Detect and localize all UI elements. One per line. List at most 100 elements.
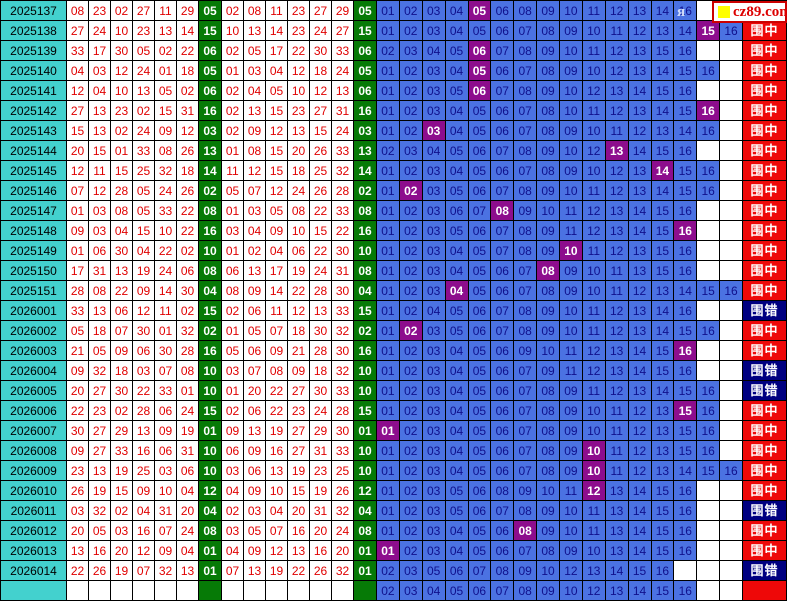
blue-ball-cell: 15 — [199, 401, 222, 421]
sorted-number-cell: 19 — [288, 261, 310, 281]
drawn-number-cell: 22 — [177, 201, 199, 221]
pick-cell: 08 — [514, 181, 538, 201]
pick-cell: 03 — [422, 461, 446, 481]
blue-ball-repeat-cell: 10 — [354, 381, 377, 401]
status-cell: 围中 — [743, 281, 787, 301]
drawn-number-cell: 27 — [89, 441, 111, 461]
pick-cell: 01 — [377, 321, 400, 341]
sorted-number-cell: 33 — [332, 141, 354, 161]
pick-cell: 15 — [651, 81, 675, 101]
pick-cell: 16 — [674, 481, 698, 501]
pick-cell: 06 — [491, 21, 515, 41]
pick-cell: 11 — [582, 101, 606, 121]
pick-cell: 06 — [491, 381, 515, 401]
pick-cell: 08 — [537, 161, 560, 181]
sorted-number-cell: 03 — [222, 361, 244, 381]
table-row: 2026008 09 27 33 16 06 31 10 06 09 16 27 31 33 10 01 02 0… — [1, 441, 787, 461]
pick-cell: 09 — [514, 341, 538, 361]
pick-cell: 11 — [560, 361, 583, 381]
period-cell: 2025144 — [1, 141, 67, 161]
pick-cell: 14 — [628, 361, 652, 381]
table-row: 2026004 09 32 18 03 07 08 10 03 07 08 09 18 32 10 01 02 0… — [1, 361, 787, 381]
pick-cell: 06 — [491, 61, 515, 81]
drawn-number-cell: 05 — [133, 201, 155, 221]
pick-cell-hit: 04 — [445, 281, 469, 301]
table-row: 2025144 20 15 01 33 08 26 13 01 08 15 20 26 33 13 02 03 0… — [1, 141, 787, 161]
pick-cell: 06 — [491, 121, 515, 141]
period-cell: 2025140 — [1, 61, 67, 81]
pick-cell: 01 — [377, 61, 400, 81]
table-row: 2026006 22 23 02 28 06 24 15 02 06 22 23 24 28 15 01 02 0… — [1, 401, 787, 421]
pick-cell: 09 — [537, 241, 560, 261]
status-cell: 围中 — [743, 41, 787, 61]
status-cell: 围中 — [743, 241, 787, 261]
site-logo[interactable]: cz89.com — [712, 1, 787, 23]
pick-cell: 09 — [560, 381, 583, 401]
pick-cell-hit: 08 — [514, 521, 538, 541]
drawn-number-cell: 09 — [133, 481, 155, 501]
pick-cell: 03 — [422, 81, 446, 101]
sorted-number-cell: 24 — [332, 521, 354, 541]
pick-grid: 01 02 03 05 06 07 08 09 11 12 13 14 15 16 — [377, 221, 743, 241]
drawn-number-cell: 33 — [155, 201, 177, 221]
pick-cell: 11 — [582, 321, 606, 341]
pick-cell: 09 — [560, 461, 583, 481]
pick-cell: 11 — [582, 41, 606, 61]
empty-cell — [720, 141, 743, 161]
drawn-number-cell: 29 — [177, 1, 199, 21]
blue-ball-repeat-cell: 15 — [354, 301, 377, 321]
pick-cell: 05 — [445, 501, 469, 521]
pick-cell-hit: 02 — [399, 321, 423, 341]
pick-cell: 02 — [399, 341, 423, 361]
empty-cell — [720, 341, 743, 361]
drawn-number-cell: 06 — [155, 441, 177, 461]
pick-cell: 10 — [560, 321, 583, 341]
sorted-number-cell: 04 — [244, 221, 266, 241]
pick-cell: 16 — [674, 581, 698, 601]
sorted-number-cell: 07 — [222, 561, 244, 581]
sorted-number-cell: 31 — [310, 501, 332, 521]
empty-cell — [720, 221, 743, 241]
empty-cell — [720, 121, 743, 141]
drawn-number-cell: 07 — [155, 361, 177, 381]
pick-grid: 01 02 03 04 05 06 07 08 09 10 12 13 14 15 16 — [377, 61, 743, 81]
pick-cell: 10 — [560, 41, 583, 61]
pick-cell: 14 — [628, 581, 652, 601]
pick-cell-hit: 01 — [377, 541, 400, 561]
drawn-number-cell: 32 — [89, 501, 111, 521]
drawn-number-cell: 23 — [67, 461, 89, 481]
drawn-number-cell: 13 — [133, 81, 155, 101]
sorted-number-cell: 27 — [288, 441, 310, 461]
pick-cell: 15 — [674, 181, 698, 201]
pick-cell: 02 — [399, 501, 423, 521]
pick-cell: 14 — [628, 81, 652, 101]
pick-grid: 01 02 04 05 06 07 08 09 10 11 12 13 14 16 — [377, 301, 743, 321]
pick-cell: 16 — [697, 421, 721, 441]
pick-cell: 07 — [491, 321, 515, 341]
pick-cell: 04 — [422, 301, 446, 321]
pick-cell: 15 — [651, 581, 675, 601]
pick-cell: 07 — [514, 461, 538, 481]
sorted-number-cell: 22 — [266, 381, 288, 401]
drawn-number-cell: 18 — [177, 61, 199, 81]
blue-ball-cell: 16 — [199, 221, 222, 241]
pick-cell: 08 — [514, 81, 538, 101]
pick-cell: 09 — [560, 61, 583, 81]
sorted-number-cell: 03 — [244, 61, 266, 81]
drawn-number-cell: 13 — [89, 461, 111, 481]
blue-ball-cell: 10 — [199, 441, 222, 461]
pick-cell-hit: 01 — [377, 421, 400, 441]
sorted-number-cell: 01 — [222, 201, 244, 221]
drawn-number-cell: 09 — [67, 221, 89, 241]
blue-ball-repeat-cell: 08 — [354, 521, 377, 541]
pick-cell: 10 — [560, 521, 583, 541]
pick-cell: 11 — [582, 521, 606, 541]
sorted-number-cell: 29 — [310, 421, 332, 441]
pick-cell: 15 — [628, 561, 652, 581]
pick-cell: 10 — [582, 21, 606, 41]
drawn-number-cell: 09 — [155, 421, 177, 441]
pick-cell: 12 — [582, 201, 606, 221]
pick-cell-hit: 16 — [674, 221, 698, 241]
status-cell: 围中 — [743, 401, 787, 421]
pick-cell: 09 — [537, 501, 560, 521]
